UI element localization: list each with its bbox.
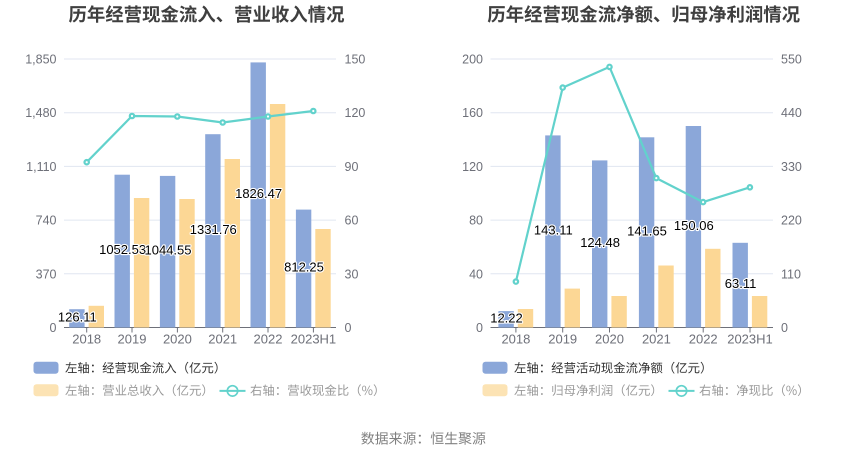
svg-text:2019: 2019 [118, 332, 147, 347]
svg-text:1044.55: 1044.55 [145, 243, 192, 258]
svg-text:2021: 2021 [642, 332, 671, 347]
svg-text:12.22: 12.22 [490, 310, 523, 325]
svg-text:143.11: 143.11 [534, 222, 573, 237]
svg-text:1,480: 1,480 [25, 106, 56, 120]
svg-text:63.11: 63.11 [725, 276, 757, 291]
svg-text:330: 330 [781, 160, 802, 174]
svg-text:740: 740 [36, 214, 57, 228]
svg-text:2020: 2020 [163, 332, 192, 347]
svg-text:126.11: 126.11 [58, 309, 97, 324]
svg-text:1,110: 1,110 [26, 160, 56, 174]
svg-text:1,850: 1,850 [25, 53, 56, 67]
svg-text:2019: 2019 [548, 332, 577, 347]
svg-text:200: 200 [462, 53, 483, 67]
svg-text:812.25: 812.25 [284, 260, 324, 275]
svg-text:124.48: 124.48 [580, 235, 620, 250]
svg-text:1331.76: 1331.76 [190, 222, 237, 237]
svg-text:0: 0 [781, 321, 788, 335]
svg-text:110: 110 [781, 267, 801, 281]
svg-text:440: 440 [781, 106, 802, 120]
svg-text:550: 550 [781, 53, 802, 67]
svg-text:2022: 2022 [254, 332, 283, 347]
svg-text:80: 80 [469, 214, 483, 228]
svg-text:150.06: 150.06 [674, 218, 714, 233]
svg-text:1052.53: 1052.53 [99, 242, 146, 257]
svg-text:2018: 2018 [501, 332, 530, 347]
svg-text:40: 40 [469, 267, 483, 281]
svg-text:90: 90 [345, 160, 359, 174]
svg-text:220: 220 [781, 214, 802, 228]
svg-text:1826.47: 1826.47 [235, 186, 282, 201]
svg-text:2018: 2018 [72, 332, 101, 347]
svg-text:2020: 2020 [595, 332, 624, 347]
svg-text:0: 0 [50, 321, 57, 335]
svg-text:141.65: 141.65 [627, 223, 667, 238]
svg-text:0: 0 [345, 321, 352, 335]
svg-text:370: 370 [36, 267, 57, 281]
svg-text:30: 30 [345, 267, 359, 281]
svg-text:150: 150 [345, 53, 366, 67]
svg-text:120: 120 [462, 160, 483, 174]
svg-text:160: 160 [462, 106, 483, 120]
svg-text:0: 0 [476, 321, 483, 335]
svg-text:2023H1: 2023H1 [291, 332, 337, 347]
svg-text:120: 120 [345, 106, 366, 120]
svg-text:2021: 2021 [208, 332, 237, 347]
svg-text:2023H1: 2023H1 [727, 332, 773, 347]
svg-text:60: 60 [345, 214, 359, 228]
svg-text:2022: 2022 [689, 332, 718, 347]
